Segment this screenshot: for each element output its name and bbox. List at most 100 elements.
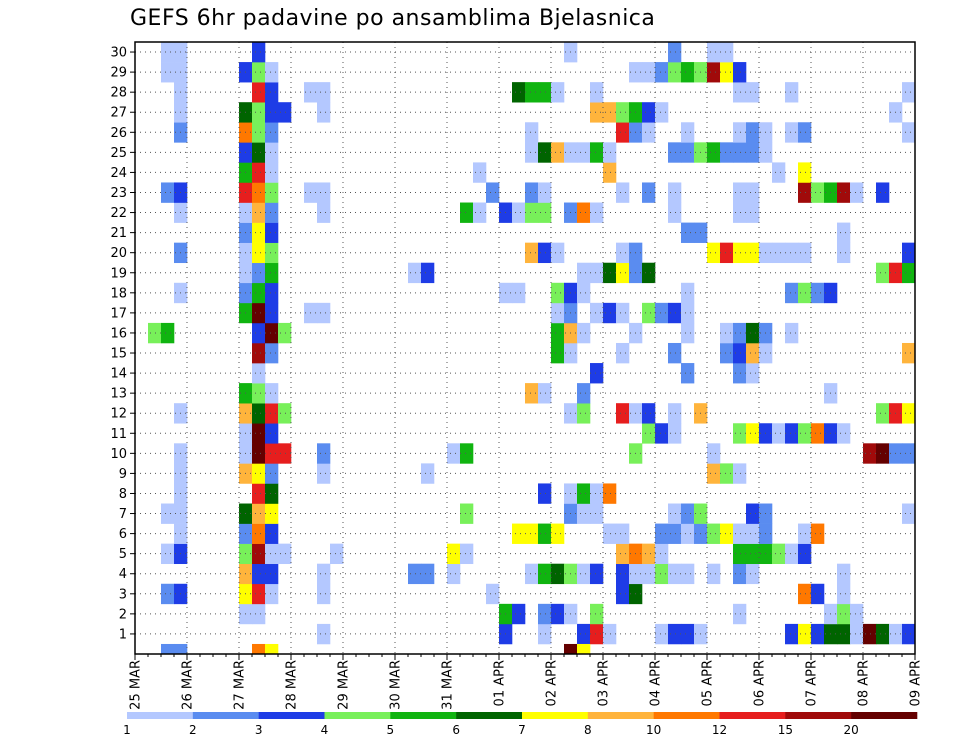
heatmap-cell bbox=[252, 182, 265, 202]
heatmap-cell bbox=[785, 82, 798, 102]
heatmap-cell bbox=[668, 624, 681, 644]
heatmap-cell bbox=[447, 564, 460, 584]
heatmap-cell bbox=[655, 102, 668, 122]
heatmap-cell bbox=[798, 182, 811, 202]
precipitation-heatmap: 1234567891011121314151617181920212223242… bbox=[0, 0, 960, 742]
heatmap-cell bbox=[681, 323, 694, 343]
heatmap-cell bbox=[538, 564, 551, 584]
heatmap-cell bbox=[785, 423, 798, 443]
y-tick-label: 20 bbox=[110, 246, 127, 261]
colorbar-segment bbox=[193, 712, 259, 719]
heatmap-cell bbox=[603, 102, 616, 122]
heatmap-cell bbox=[408, 564, 421, 584]
heatmap-cell bbox=[148, 323, 161, 343]
y-tick-label: 1 bbox=[119, 627, 127, 642]
y-tick-label: 19 bbox=[110, 266, 127, 281]
y-tick-label: 21 bbox=[110, 226, 127, 241]
heatmap-cell bbox=[681, 564, 694, 584]
heatmap-cell bbox=[317, 584, 330, 604]
heatmap-cell bbox=[551, 604, 564, 624]
heatmap-cell bbox=[252, 243, 265, 263]
y-tick-label: 3 bbox=[119, 587, 127, 602]
heatmap-cell bbox=[551, 343, 564, 363]
heatmap-cell bbox=[681, 624, 694, 644]
heatmap-cell bbox=[252, 524, 265, 544]
heatmap-cell bbox=[603, 263, 616, 283]
heatmap-cell bbox=[421, 564, 434, 584]
heatmap-cell bbox=[538, 604, 551, 624]
heatmap-cell bbox=[668, 42, 681, 62]
heatmap-cell bbox=[785, 624, 798, 644]
heatmap-cell bbox=[538, 82, 551, 102]
colorbar-label: 15 bbox=[778, 723, 793, 737]
colorbar-label: 7 bbox=[518, 723, 526, 737]
heatmap-cell bbox=[746, 122, 759, 142]
heatmap-cell bbox=[161, 544, 174, 564]
y-tick-label: 30 bbox=[110, 46, 127, 61]
heatmap-cell bbox=[837, 624, 850, 644]
heatmap-cell bbox=[577, 142, 590, 162]
heatmap-cell bbox=[265, 443, 278, 463]
heatmap-cell bbox=[265, 584, 278, 604]
heatmap-cell bbox=[161, 42, 174, 62]
heatmap-cell bbox=[811, 624, 824, 644]
heatmap-cell bbox=[798, 122, 811, 142]
heatmap-cell bbox=[590, 203, 603, 223]
heatmap-cell bbox=[902, 122, 915, 142]
x-tick-label: 25 MAR bbox=[129, 660, 144, 710]
heatmap-cell bbox=[681, 142, 694, 162]
heatmap-cell bbox=[655, 624, 668, 644]
heatmap-cell bbox=[252, 323, 265, 343]
colorbar-label: 12 bbox=[712, 723, 727, 737]
heatmap-cell bbox=[720, 243, 733, 263]
heatmap-cell bbox=[252, 62, 265, 82]
heatmap-cell bbox=[265, 283, 278, 303]
heatmap-cell bbox=[161, 62, 174, 82]
heatmap-cell bbox=[278, 102, 291, 122]
heatmap-cell bbox=[798, 524, 811, 544]
heatmap-cell bbox=[538, 243, 551, 263]
heatmap-cell bbox=[733, 122, 746, 142]
heatmap-cell bbox=[876, 263, 889, 283]
heatmap-cell bbox=[252, 544, 265, 564]
heatmap-cell bbox=[525, 564, 538, 584]
heatmap-cell bbox=[538, 383, 551, 403]
heatmap-cell bbox=[551, 564, 564, 584]
x-tick-label: 05 APR bbox=[701, 660, 716, 706]
heatmap-cell bbox=[902, 82, 915, 102]
heatmap-cell bbox=[668, 504, 681, 524]
heatmap-cell bbox=[850, 624, 863, 644]
y-tick-label: 24 bbox=[110, 166, 127, 181]
heatmap-cell bbox=[746, 203, 759, 223]
heatmap-cell bbox=[252, 162, 265, 182]
heatmap-cell bbox=[707, 42, 720, 62]
heatmap-cell bbox=[772, 544, 785, 564]
heatmap-cell bbox=[720, 323, 733, 343]
heatmap-cell bbox=[252, 584, 265, 604]
heatmap-cell bbox=[603, 162, 616, 182]
heatmap-cell bbox=[525, 524, 538, 544]
heatmap-cell bbox=[668, 403, 681, 423]
y-tick-label: 18 bbox=[110, 286, 127, 301]
x-tick-label: 29 MAR bbox=[337, 660, 352, 710]
y-tick-label: 27 bbox=[110, 106, 127, 121]
heatmap-cell bbox=[512, 524, 525, 544]
heatmap-cell bbox=[811, 423, 824, 443]
heatmap-cell bbox=[733, 604, 746, 624]
heatmap-cell bbox=[252, 82, 265, 102]
x-tick-label: 08 APR bbox=[857, 660, 872, 706]
heatmap-cell bbox=[850, 604, 863, 624]
heatmap-cell bbox=[733, 343, 746, 363]
heatmap-cell bbox=[317, 182, 330, 202]
colorbar-label: 1 bbox=[123, 723, 131, 737]
colorbar-label: 4 bbox=[321, 723, 329, 737]
heatmap-cell bbox=[681, 283, 694, 303]
heatmap-cell bbox=[733, 62, 746, 82]
heatmap-cell bbox=[265, 403, 278, 423]
heatmap-cell bbox=[577, 403, 590, 423]
heatmap-cell bbox=[460, 443, 473, 463]
heatmap-cell bbox=[772, 243, 785, 263]
heatmap-cell bbox=[590, 483, 603, 503]
heatmap-cell bbox=[603, 142, 616, 162]
heatmap-cell bbox=[681, 122, 694, 142]
